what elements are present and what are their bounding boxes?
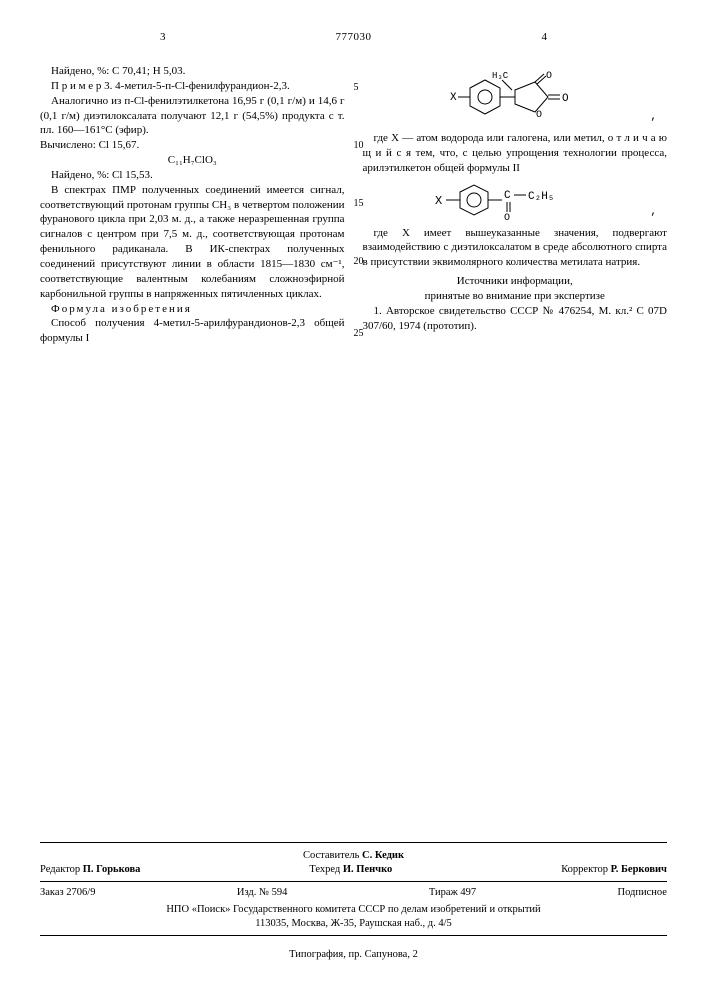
found-2: Найдено, %: Cl 15,53. [40,168,345,183]
compiler-name: С. Кедик [362,850,404,861]
svg-text:O: O [562,93,569,105]
arylethylketone-structure-icon: X C O C₂H₅ [430,182,600,220]
address-line: 113035, Москва, Ж-35, Раушская наб., д. … [40,917,667,931]
svg-text:O: O [546,71,552,82]
structure-formula-2: X C O C₂H₅ , [363,182,668,220]
sources-subtitle: принятые во внимание при экспертизе [363,289,668,304]
line-num-25: 25 [354,327,364,341]
left-column: Найдено, %: С 70,41; Н 5,03. П р и м е р… [40,64,345,346]
where-x-1: где Х — атом водорода или галогена, или … [363,131,668,176]
podpisnoe: Подписное [618,886,667,900]
formula-comma: , [650,110,657,125]
calculated: Вычислено: Cl 15,67. [40,138,345,153]
svg-text:O: O [504,213,510,220]
found-1: Найдено, %: С 70,41; Н 5,03. [40,64,345,79]
svg-text:X: X [450,92,457,104]
claim-title: Формула изобретения [40,302,345,317]
line-num-5: 5 [354,81,359,95]
corrector-cell: Корректор Р. Беркович [561,863,667,877]
claim-paragraph: Способ получения 4-метил-5-арилфурандион… [40,316,345,346]
empirical-formula: C₁₁H₇ClO₃ [40,153,345,168]
analog-paragraph: Аналогично из п-Cl-фенилэтилкетона 16,95… [40,94,345,139]
compiler-label: Составитель [303,850,359,861]
svg-text:C₂H₅: C₂H₅ [528,191,554,203]
svg-text:C: C [504,190,511,202]
pmr-paragraph: В спектрах ПМР полученных соединений име… [40,183,345,302]
structure-formula-1: X H₃C O O O , [363,70,668,125]
line-num-20: 20 [354,255,364,269]
example-3-title: П р и м е р 3. 4-метил-5-п-Cl-фенилфуран… [40,79,345,94]
where-x-2: где Х имеет вышеуказанные значения, подв… [363,226,668,271]
document-number: 777030 [336,30,372,45]
furandione-structure-icon: X H₃C O O O [440,70,590,125]
svg-text:O: O [536,110,542,121]
imprint-block: Составитель С. Кедик Редактор П. Горьков… [40,842,667,940]
editor-cell: Редактор П. Горькова [40,863,140,877]
imprint-rule-1 [40,881,667,882]
formula-comma-2: , [650,205,657,220]
svg-text:H₃C: H₃C [492,71,509,81]
col-num-right: 4 [542,30,548,45]
order-row: Заказ 2706/9 Изд. № 594 Тираж 497 Подпис… [40,886,667,900]
techred-cell: Техред И. Пенчко [309,863,392,877]
svg-text:X: X [435,194,442,208]
typography-line: Типография, пр. Сапунова, 2 [40,948,667,962]
page-header: 3 777030 4 [40,30,667,48]
reference-1: 1. Авторское свидетельство СССР № 476254… [363,304,668,334]
imprint-rule-2 [40,935,667,936]
editors-row: Редактор П. Горькова Техред И. Пенчко Ко… [40,863,667,877]
tirazh: Тираж 497 [429,886,476,900]
right-column: X H₃C O O O , где Х — атом водорода или … [363,64,668,346]
npo-line: НПО «Поиск» Государственного комитета СС… [40,903,667,917]
line-num-10: 10 [354,139,364,153]
izd-num: Изд. № 594 [237,886,288,900]
order-num: Заказ 2706/9 [40,886,95,900]
compiler-line: Составитель С. Кедик [40,849,667,863]
col-num-left: 3 [160,30,166,45]
sources-title: Источники информации, [363,274,668,289]
